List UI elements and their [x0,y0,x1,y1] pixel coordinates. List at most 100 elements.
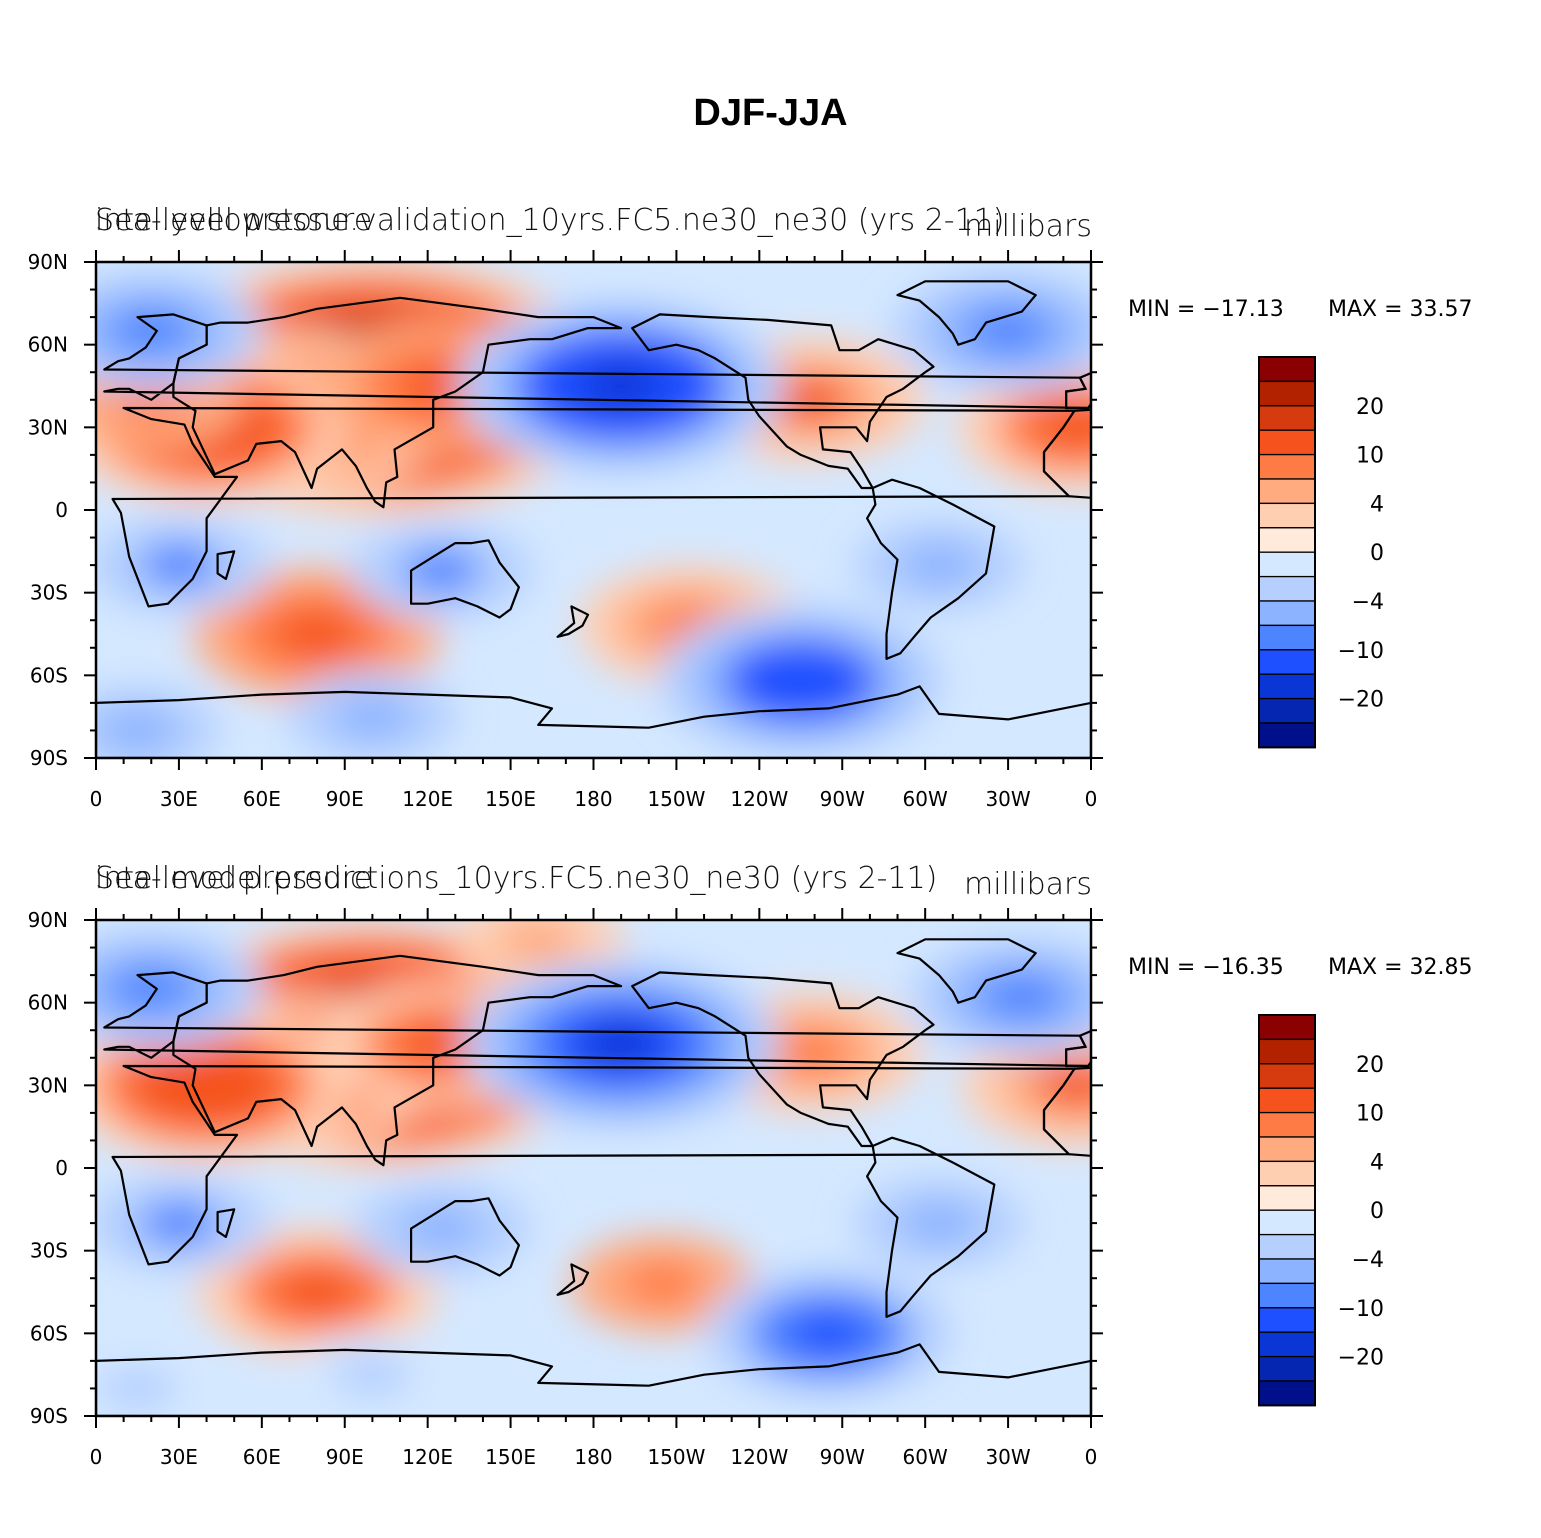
map-panel-1: intel.yellowstone.validation_10yrs.FC5.n… [0,190,1541,830]
coastline-greenland [896,280,1037,346]
coastline-europe [103,971,1090,1068]
colorbar-label: −4 [1352,590,1384,615]
colorbar-swatch [1258,1160,1316,1187]
coastline-madagascar [216,550,236,580]
colorbar-label: 20 [1356,395,1384,420]
colorbar-label: 10 [1356,444,1384,469]
colorbar-swatch [1258,673,1316,700]
coastline-australia [410,539,520,619]
y-tick-label: 90N [28,908,68,932]
colorbar-border [1258,1014,1316,1407]
y-tick-label: 0 [55,498,68,522]
x-tick-label: 0 [1085,787,1098,811]
y-tick-label: 90N [28,250,68,274]
colorbar-swatch [1258,722,1316,749]
colorbar-swatch [1258,1209,1316,1236]
coastline-greenland [896,938,1037,1004]
colorbar-swatch [1258,1380,1316,1407]
coastline-nz [556,1263,590,1296]
y-tick-label: 60S [30,1321,68,1345]
pressure-cell [111,966,192,1011]
colorbar-swatch [1258,1331,1316,1358]
y-tick-label: 60S [30,663,68,687]
colorbar-swatch [1258,478,1316,505]
y-tick-label: 30S [30,1239,68,1263]
map-panel-2: intel.model.predictions_10yrs.FC5.ne30_n… [0,848,1541,1488]
pressure-cell [1037,1063,1091,1108]
y-tick-label: 30N [28,1073,68,1097]
pressure-cell [788,1311,869,1356]
colorbar-swatch [1258,527,1316,553]
coastline-asia [172,296,623,509]
pressure-cell [277,1270,358,1314]
x-tick-label: 60E [243,787,281,811]
colorbar-swatch [1258,1063,1316,1089]
y-tick-label: 30N [28,415,68,439]
x-axis-ticks: 0 30E 60E 90E 120E 150E 180 150W 120W 90W 60W 30W 0 [90,908,1097,1469]
pressure-cell [97,708,178,753]
coastline-australia [410,1197,520,1277]
colorbar-swatch [1258,1258,1316,1285]
panel-units: millibars [964,867,1092,902]
colorbar-swatch [1258,551,1316,578]
colorbar-swatch [1258,575,1316,602]
x-tick-label: 180 [574,1445,612,1469]
coastline-south-america [866,1136,996,1318]
colorbar-swatch [1258,1038,1316,1065]
coastline-antarctica [96,1343,1091,1416]
pressure-cell [277,612,358,656]
panel-title-center: intel.model.predictions_10yrs.FC5.ne30_n… [95,861,937,896]
y-tick-label: 90S [30,746,68,770]
x-tick-label: 0 [90,1445,103,1469]
colorbar: 20 10 4 0 −4 −10 −20 [1258,356,1384,749]
pressure-field [96,920,1091,1416]
x-tick-label: 90W [820,787,865,811]
x-tick-label: 120E [402,787,453,811]
colorbar-swatch [1258,1087,1316,1114]
colorbar-swatch [1258,624,1316,651]
colorbar-swatch [1258,453,1316,480]
x-tick-label: 120E [402,1445,453,1469]
x-tick-label: 0 [90,787,103,811]
colorbar-swatch [1258,1355,1316,1382]
map-chart-2: intel.model.predictions_10yrs.FC5.ne30_n… [28,861,1473,1469]
colorbar-swatch [1258,502,1316,529]
y-tick-label: 60N [28,333,68,357]
x-tick-label: 90W [820,1445,865,1469]
colorbar-swatch [1258,1014,1316,1041]
colorbar-swatch [1258,1185,1316,1211]
coastlines [96,280,1091,758]
pressure-cell [401,548,482,593]
colorbar-border [1258,356,1316,749]
coastline-south-america [866,478,996,660]
coastline-nz [556,605,590,638]
pressure-cell [111,308,192,353]
panel-units: millibars [964,209,1092,244]
colorbar: 20 10 4 0 −4 −10 −20 [1258,1014,1384,1407]
coastline-antarctica [96,685,1091,758]
pressure-cell [138,1201,219,1246]
x-tick-label: 180 [574,787,612,811]
pressure-cell [97,1366,178,1411]
colorbar-label: −20 [1338,1346,1384,1371]
colorbar-label: 0 [1370,1199,1384,1224]
pressure-cell [769,1030,850,1075]
pressure-cell [498,920,579,965]
colorbar-swatch [1258,1136,1316,1163]
coastlines [96,938,1091,1416]
colorbar-swatch [1258,600,1316,627]
x-tick-label: 60E [243,1445,281,1469]
x-tick-label: 120W [730,787,788,811]
pressure-cell [898,543,979,588]
min-label: MIN = −16.35 [1128,955,1284,980]
colorbar-swatch [1258,1111,1316,1138]
y-axis-ticks: 90N 60N 30N 0 30S 60S 90S [28,250,1103,770]
colorbar-swatch [1258,429,1316,456]
y-tick-label: 0 [55,1156,68,1180]
x-tick-label: 120W [730,1445,788,1469]
colorbar-swatch [1258,1233,1316,1260]
x-tick-label: 30E [160,787,198,811]
coastline-asia [172,954,623,1167]
colorbar-swatch [1258,649,1316,675]
pressure-cell [332,1352,413,1397]
